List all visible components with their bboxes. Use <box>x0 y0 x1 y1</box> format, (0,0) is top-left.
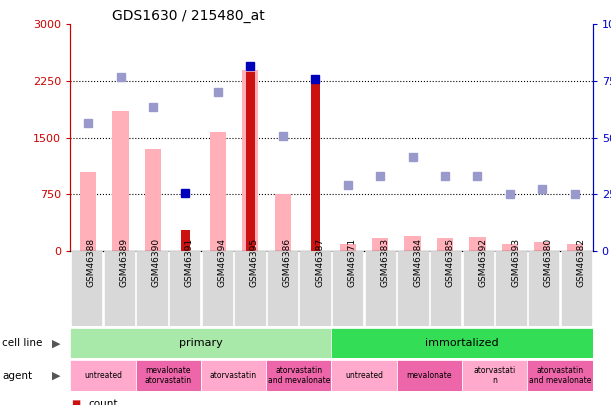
Text: primary: primary <box>179 338 223 348</box>
Bar <box>71 251 102 326</box>
Bar <box>372 238 388 251</box>
Bar <box>430 251 461 326</box>
Text: atorvastatin
and mevalonate: atorvastatin and mevalonate <box>529 366 591 385</box>
Text: GSM46392: GSM46392 <box>478 238 488 287</box>
Bar <box>201 360 266 391</box>
Bar <box>267 251 298 326</box>
Bar <box>136 251 167 326</box>
Text: GSM46384: GSM46384 <box>413 238 422 287</box>
Bar <box>299 251 331 326</box>
Bar <box>210 132 226 251</box>
Bar <box>331 328 593 358</box>
Text: GSM46391: GSM46391 <box>185 238 194 287</box>
Bar <box>242 70 258 251</box>
Bar <box>275 194 291 251</box>
Text: mevalonate: mevalonate <box>407 371 452 380</box>
Text: GSM46380: GSM46380 <box>544 238 553 287</box>
Bar <box>365 251 396 326</box>
Text: GSM46393: GSM46393 <box>511 238 520 287</box>
Bar <box>437 238 453 251</box>
Bar <box>70 328 331 358</box>
Bar <box>397 251 429 326</box>
Bar <box>145 149 161 251</box>
Text: ■: ■ <box>71 399 81 405</box>
Text: mevalonate
atorvastatin: mevalonate atorvastatin <box>145 366 192 385</box>
Bar <box>462 360 527 391</box>
Text: GDS1630 / 215480_at: GDS1630 / 215480_at <box>112 9 265 23</box>
Text: GSM46383: GSM46383 <box>381 238 389 287</box>
Text: GSM46388: GSM46388 <box>87 238 95 287</box>
Bar <box>70 360 136 391</box>
Bar <box>567 244 583 251</box>
Bar <box>331 360 397 391</box>
Bar <box>266 360 331 391</box>
Text: agent: agent <box>2 371 32 381</box>
Text: GSM46394: GSM46394 <box>217 238 226 287</box>
Text: GSM46395: GSM46395 <box>250 238 259 287</box>
Bar <box>246 72 255 251</box>
Text: cell line: cell line <box>2 338 43 348</box>
Bar <box>104 251 135 326</box>
Text: GSM46387: GSM46387 <box>315 238 324 287</box>
Text: immortalized: immortalized <box>425 338 499 348</box>
Bar <box>561 251 592 326</box>
Bar <box>502 243 518 251</box>
Text: untreated: untreated <box>84 371 122 380</box>
Text: GSM46386: GSM46386 <box>282 238 291 287</box>
Bar <box>332 251 364 326</box>
Bar <box>340 243 356 251</box>
Bar <box>397 360 462 391</box>
Bar <box>80 172 96 251</box>
Bar <box>528 251 559 326</box>
Text: count: count <box>89 399 118 405</box>
Bar <box>404 236 421 251</box>
Text: GSM46371: GSM46371 <box>348 238 357 287</box>
Text: GSM46385: GSM46385 <box>446 238 455 287</box>
Text: GSM46382: GSM46382 <box>576 238 585 287</box>
Bar <box>181 230 190 251</box>
Bar <box>311 81 320 251</box>
Bar <box>136 360 201 391</box>
Text: atorvastatin
and mevalonate: atorvastatin and mevalonate <box>268 366 330 385</box>
Text: GSM46390: GSM46390 <box>152 238 161 287</box>
Bar <box>469 237 486 251</box>
Bar <box>202 251 233 326</box>
Text: untreated: untreated <box>345 371 383 380</box>
Bar <box>169 251 200 326</box>
Bar <box>112 111 129 251</box>
Bar <box>534 242 551 251</box>
Bar <box>234 251 266 326</box>
Text: ▶: ▶ <box>52 371 60 381</box>
Text: atorvastatin: atorvastatin <box>210 371 257 380</box>
Bar <box>496 251 527 326</box>
Text: atorvastati
n: atorvastati n <box>474 366 516 385</box>
Bar <box>527 360 593 391</box>
Bar <box>463 251 494 326</box>
Text: ▶: ▶ <box>52 338 60 348</box>
Text: GSM46389: GSM46389 <box>119 238 128 287</box>
